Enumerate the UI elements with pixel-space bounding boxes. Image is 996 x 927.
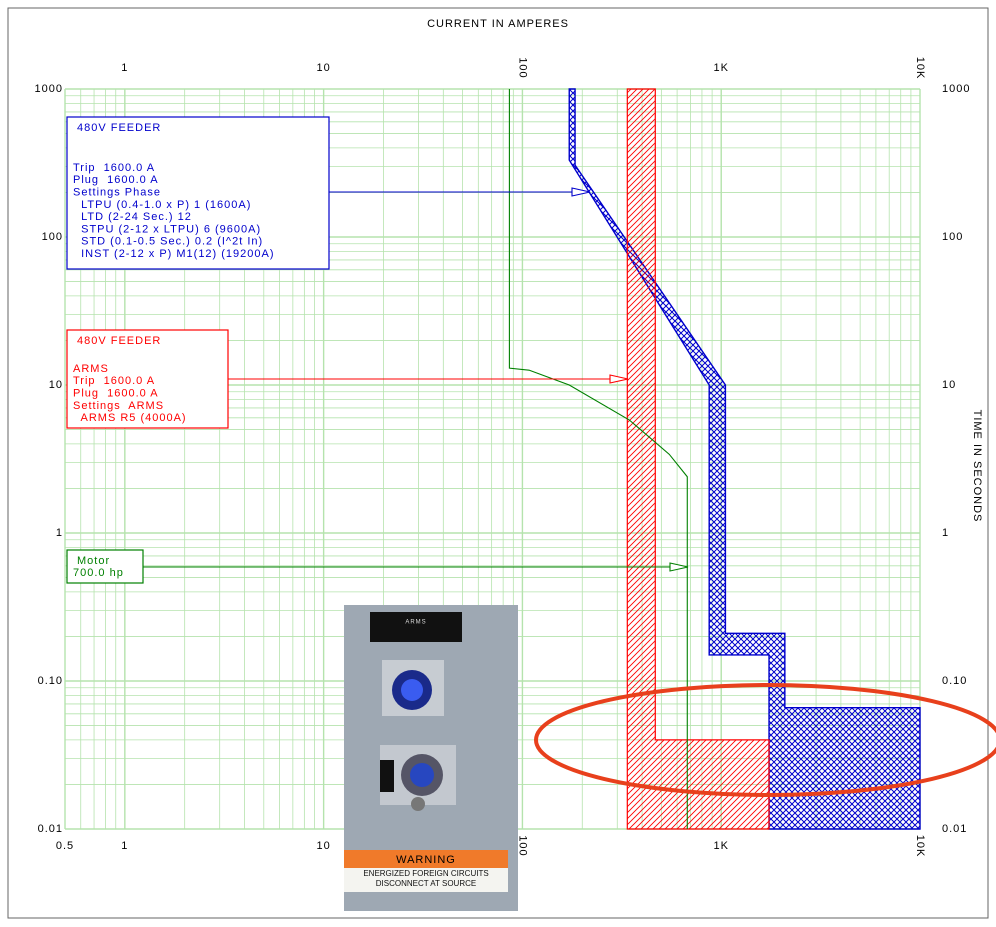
- x-tick-label: 1K: [713, 840, 728, 852]
- x-tick-label: 10: [317, 840, 331, 852]
- y-tick-label: 0.10: [38, 675, 63, 687]
- annotation-title: 480V FEEDER: [77, 335, 161, 347]
- annotation-title: Motor: [77, 555, 110, 567]
- annotation-line: STPU (2-12 x LTPU) 6 (9600A): [73, 223, 261, 235]
- x-tick-label: 0.5: [56, 840, 74, 852]
- x-tick-label: 1: [121, 62, 128, 74]
- y-tick-label: 0.01: [38, 823, 63, 835]
- annotation-line: LTPU (0.4-1.0 x P) 1 (1600A): [73, 199, 251, 211]
- photo-warning: WARNING: [396, 854, 456, 866]
- photo-warning-text: DISCONNECT AT SOURCE: [376, 879, 476, 888]
- y-tick-label: 10: [49, 379, 63, 391]
- photo-screw: [411, 797, 425, 811]
- y-tick-label: 0.01: [942, 823, 967, 835]
- annotation-title: 480V FEEDER: [77, 122, 161, 134]
- annotation-line: Plug 1600.0 A: [73, 174, 159, 186]
- y-axis-label: TIME IN SECONDS: [971, 410, 983, 523]
- annotation-line: Trip 1600.0 A: [73, 162, 155, 174]
- annotation-line: Plug 1600.0 A: [73, 388, 159, 400]
- photo-knob-center: [401, 679, 423, 701]
- y-tick-label: 10: [942, 379, 956, 391]
- x-tick-label: 100: [517, 835, 529, 856]
- x-tick-label: 1K: [713, 62, 728, 74]
- y-tick-label: 0.10: [942, 675, 967, 687]
- photo-plate: [370, 612, 462, 642]
- y-tick-label: 100: [942, 231, 963, 243]
- photo-shadow: [380, 760, 394, 792]
- x-tick-label: 100: [517, 57, 529, 78]
- photo: ARMS WARNING ENERGIZED FOREIGN CIRCUITS …: [344, 605, 518, 911]
- annotation-line: 700.0 hp: [73, 567, 124, 579]
- x-tick-label: 10K: [914, 835, 926, 858]
- y-tick-label: 100: [42, 231, 63, 243]
- annotation-line: LTD (2-24 Sec.) 12: [73, 211, 192, 223]
- annotation-line: INST (2-12 x P) M1(12) (19200A): [73, 248, 275, 260]
- annotation-line: Trip 1600.0 A: [73, 375, 155, 387]
- annotation-line: Settings Phase: [73, 187, 161, 199]
- x-tick-label: 10K: [914, 57, 926, 80]
- annotation-line: Settings ARMS: [73, 400, 164, 412]
- photo-warning-text: ENERGIZED FOREIGN CIRCUITS: [363, 869, 488, 878]
- annotation-line: ARMS R5 (4000A): [73, 412, 187, 424]
- y-tick-label: 1: [56, 527, 63, 539]
- annotation-line: STD (0.1-0.5 Sec.) 0.2 (I^2t In): [73, 236, 263, 248]
- photo-selector-center: [410, 763, 434, 787]
- y-tick-label: 1000: [942, 83, 970, 95]
- photo-plate-label: ARMS: [405, 620, 426, 626]
- x-tick-label: 1: [121, 840, 128, 852]
- y-tick-label: 1000: [35, 83, 63, 95]
- y-tick-label: 1: [942, 527, 949, 539]
- annotation-line: ARMS: [73, 363, 109, 375]
- chart-title: CURRENT IN AMPERES: [427, 18, 569, 30]
- chart: 0.5 1 10 100 1K 10K 1 10 100 1K 10K 0.01 0.01 0.10 0.1…: [0, 0, 996, 927]
- x-tick-label: 10: [317, 62, 331, 74]
